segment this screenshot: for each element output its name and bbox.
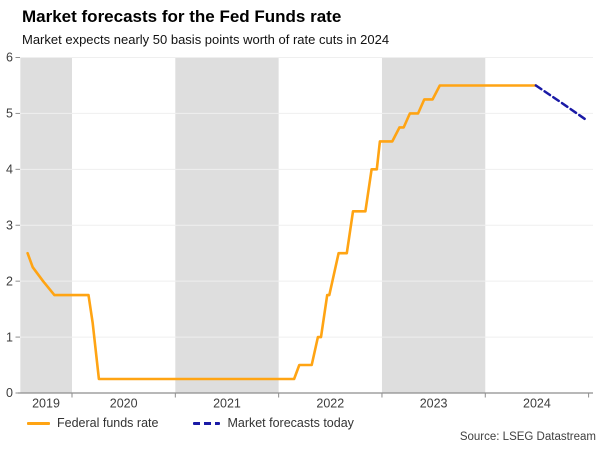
x-axis-label: 2021 [213,397,241,411]
y-axis-label: 0 [6,386,13,400]
source-note: Source: LSEG Datastream [459,431,596,443]
y-axis-label: 1 [6,330,13,344]
dashed-line-swatch [193,421,221,425]
solid-line-swatch [27,421,50,425]
legend: Federal funds rate Market forecasts toda… [27,415,354,431]
legend-item-federal-funds-rate: Federal funds rate [27,416,158,430]
x-axis-label: 2020 [110,397,138,411]
y-axis-label: 2 [6,274,13,288]
legend-item-market-forecasts: Market forecasts today [193,416,354,430]
y-axis-label: 6 [6,51,13,65]
x-axis-label: 2024 [523,397,551,411]
y-axis-label: 3 [6,218,13,232]
x-axis-label: 2023 [420,397,448,411]
x-axis-label: 2019 [32,397,60,411]
y-axis-label: 5 [6,107,13,121]
market-forecast-line [534,84,588,122]
chart-title: Market forecasts for the Fed Funds rate [22,7,342,26]
chart-subtitle: Market expects nearly 50 basis points wo… [22,32,390,47]
x-axis-label: 2022 [316,397,344,411]
federal-funds-rate-line [26,84,538,381]
legend-label: Market forecasts today [227,416,354,430]
legend-label: Federal funds rate [57,416,159,430]
y-axis-label: 4 [6,163,13,177]
